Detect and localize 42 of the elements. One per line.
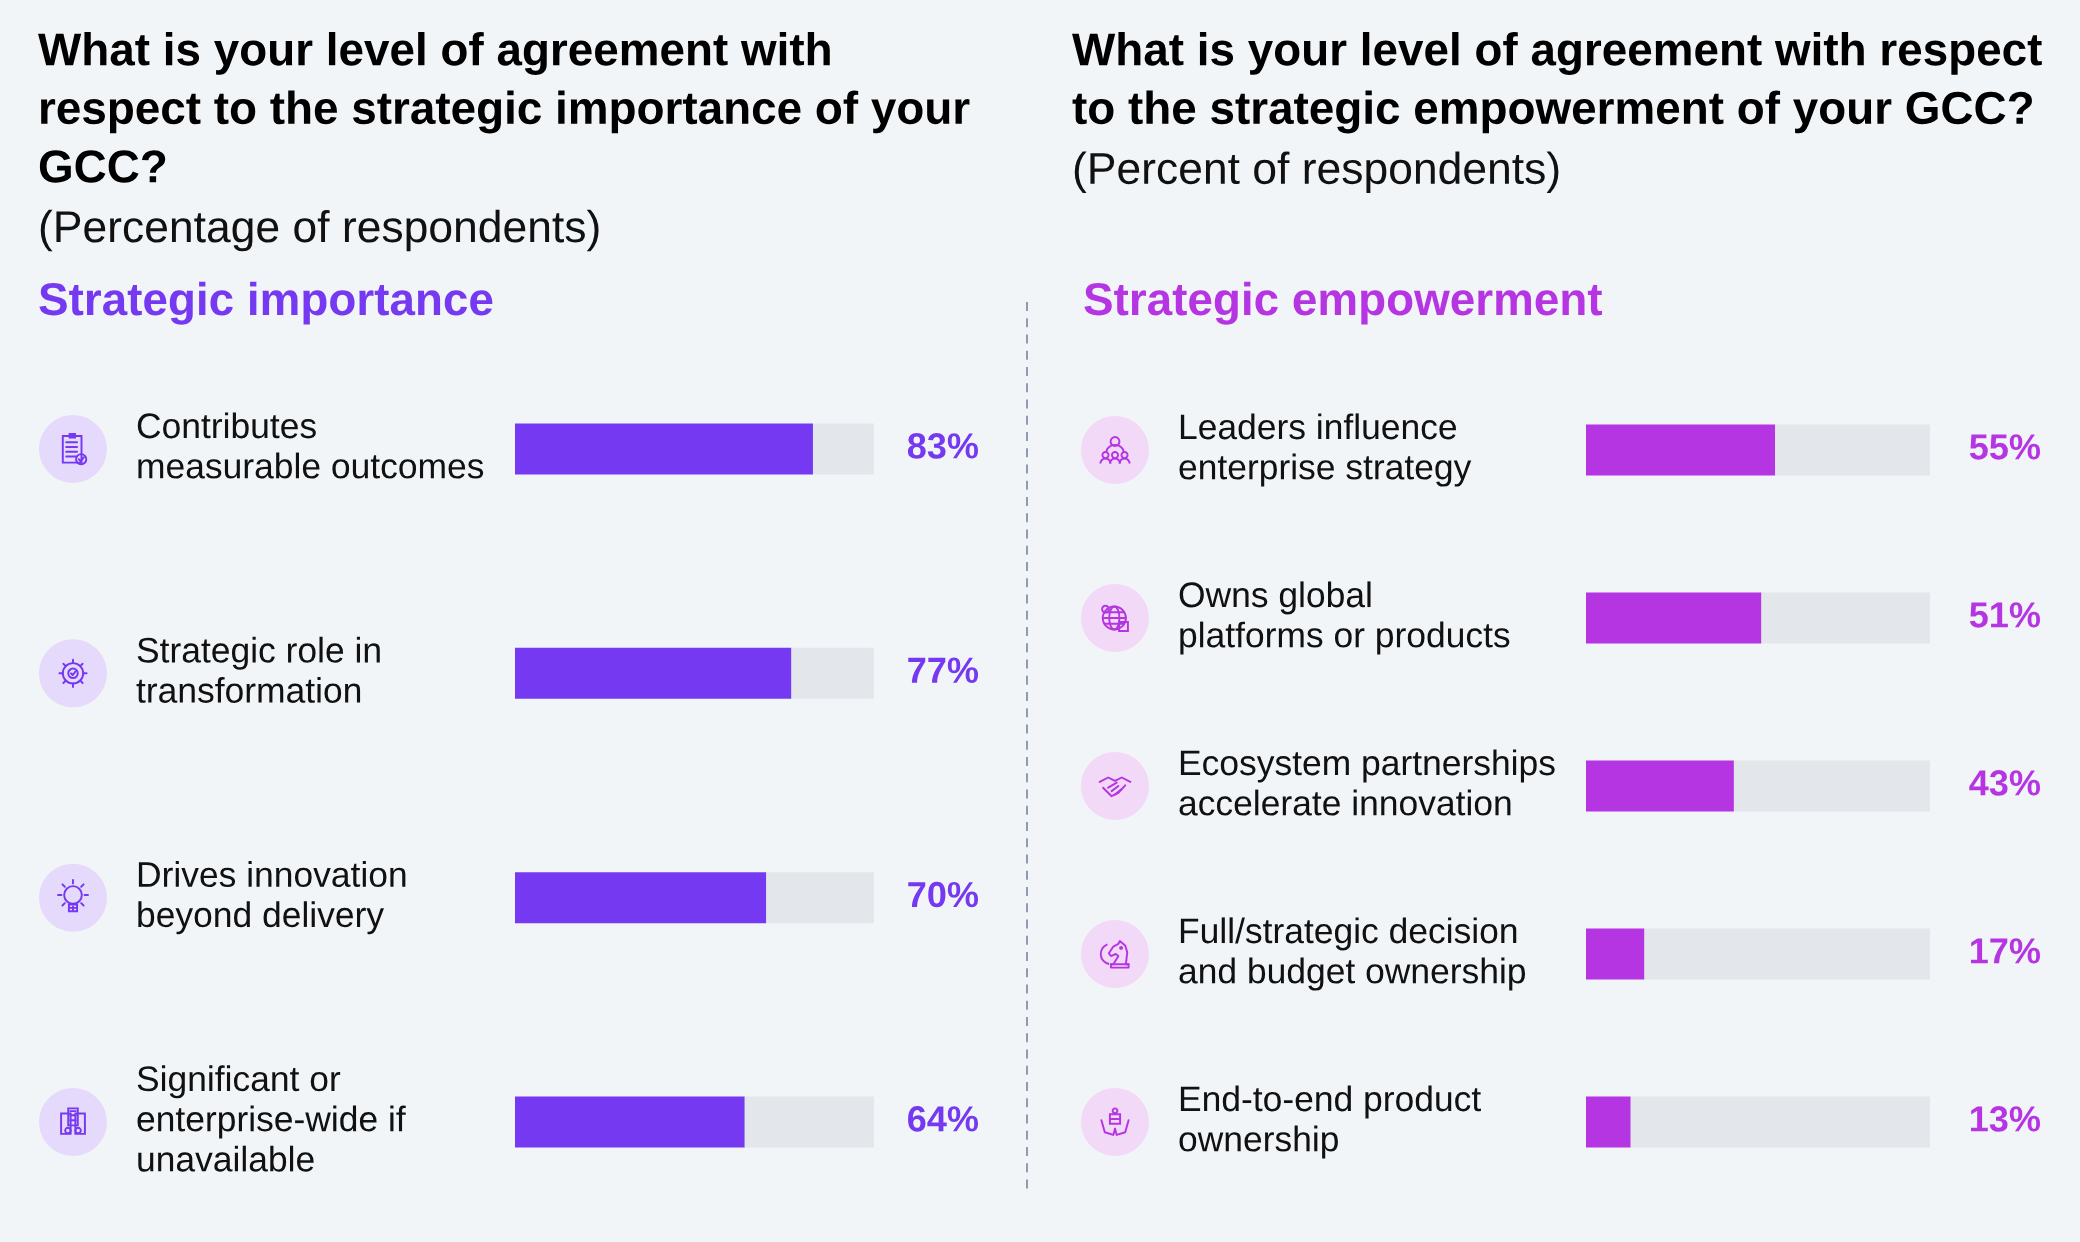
bar [812,423,874,475]
bar [1586,928,1645,980]
bar [515,647,792,699]
data-label: 70% [908,881,979,908]
bar [1630,1096,1930,1148]
data-label: 55% [1969,434,2041,460]
y-tick-label: Ecosystem partnerships accelerate innovation [1179,749,1555,816]
y-tick-label: Significant or enterprise-wide if unavailable [137,1065,406,1172]
y-tick-label: Contributes measurable outcomes [137,412,484,479]
data-label: 13% [1971,1106,2041,1132]
chart-subtitle: (Percent of respondents) [1074,151,1559,193]
bar [791,647,874,699]
data-label: 17% [1971,938,2041,964]
bar [1644,928,1930,980]
data-label: 51% [1969,602,2041,628]
y-tick-label: Leaders influence enterprise strategy [1179,413,1472,487]
y-tick-label: Full/strategic decision and budget ownership [1179,917,1526,991]
bar [1586,592,1762,644]
bar [1586,424,1776,476]
chart-subtitle: (Percentage of respondents) [40,209,599,252]
y-tick-label: Strategic role in transformation [136,636,380,703]
y-tick-label: Owns global platforms or products [1179,581,1510,655]
data-label: 83% [907,433,979,459]
chart-title: What is your level of agreement with respect to the strategic importance of your GCC? [38,32,970,183]
bar [1733,760,1930,812]
bar [1586,760,1734,812]
bar [1586,1096,1631,1148]
y-tick-label: End-to-end product ownership [1179,1085,1481,1159]
chart-title: What is your level of agreement with respect to the strategic empowerment of your GCC? [1072,32,2042,134]
y-tick-label: Drives innovation beyond delivery [138,861,406,935]
data-label: 43% [1969,770,2041,796]
bar [1761,592,1930,644]
bar [515,1096,745,1148]
text: Strategic importance [39,281,493,325]
bar [744,1096,874,1148]
text: Strategic empowerment [1084,281,1603,325]
bar [766,872,874,924]
bar [515,423,813,475]
bar [1775,424,1930,476]
bar [515,872,767,924]
data-label: 77% [908,657,979,683]
data-label: 64% [908,1106,979,1132]
